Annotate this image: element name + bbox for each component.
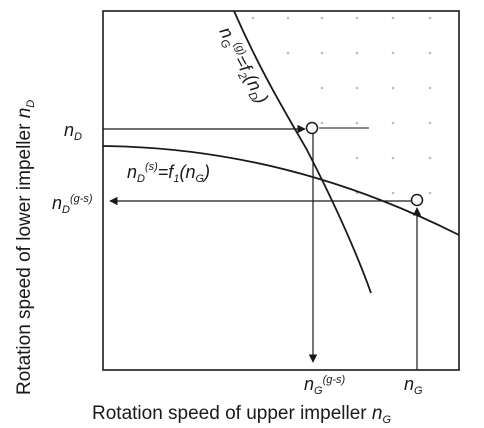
region-dot-21: [428, 156, 432, 160]
marker-nG: nG: [404, 374, 423, 397]
region-dot-11: [320, 86, 324, 90]
curve-f2-label: nG(g)=f2(nD): [213, 23, 273, 108]
curve-f1-label: nD(s)=f1(nG): [127, 161, 210, 185]
region-dot-3: [355, 16, 359, 20]
region-dot-18: [428, 121, 432, 125]
region-dot-16: [355, 121, 359, 125]
curve-f2: [233, 10, 372, 294]
region-dot-6: [286, 51, 290, 55]
region-dot-7: [320, 51, 324, 55]
region-dot-15: [320, 121, 324, 125]
curve-f1: [102, 145, 460, 236]
region-dot-4: [391, 16, 395, 20]
x-axis-label: Rotation speed of upper impeller nG: [92, 403, 391, 426]
region-dot-20: [391, 156, 395, 160]
region-dot-8: [355, 51, 359, 55]
dotted-region: [251, 16, 432, 195]
region-dot-17: [391, 121, 395, 125]
region-dot-5: [428, 16, 432, 20]
region-dot-23: [391, 191, 395, 195]
region-dot-19: [355, 156, 359, 160]
lower-operating-point: [410, 193, 424, 207]
region-dot-24: [428, 191, 432, 195]
marker-nDgs: nD(g-s): [52, 193, 93, 216]
plot-frame: [102, 10, 460, 371]
upper-operating-point: [305, 121, 319, 135]
y-axis-label: Rotation speed of lower impeller nD: [14, 100, 37, 395]
region-dot-13: [391, 86, 395, 90]
marker-nGgs: nG(g-s): [304, 374, 346, 397]
region-dot-9: [391, 51, 395, 55]
region-dot-14: [428, 86, 432, 90]
region-dot-2: [320, 16, 324, 20]
region-dot-1: [286, 16, 290, 20]
region-dot-10: [428, 51, 432, 55]
marker-nD: nD: [64, 120, 82, 143]
region-dot-12: [355, 86, 359, 90]
region-dot-0: [251, 16, 255, 20]
